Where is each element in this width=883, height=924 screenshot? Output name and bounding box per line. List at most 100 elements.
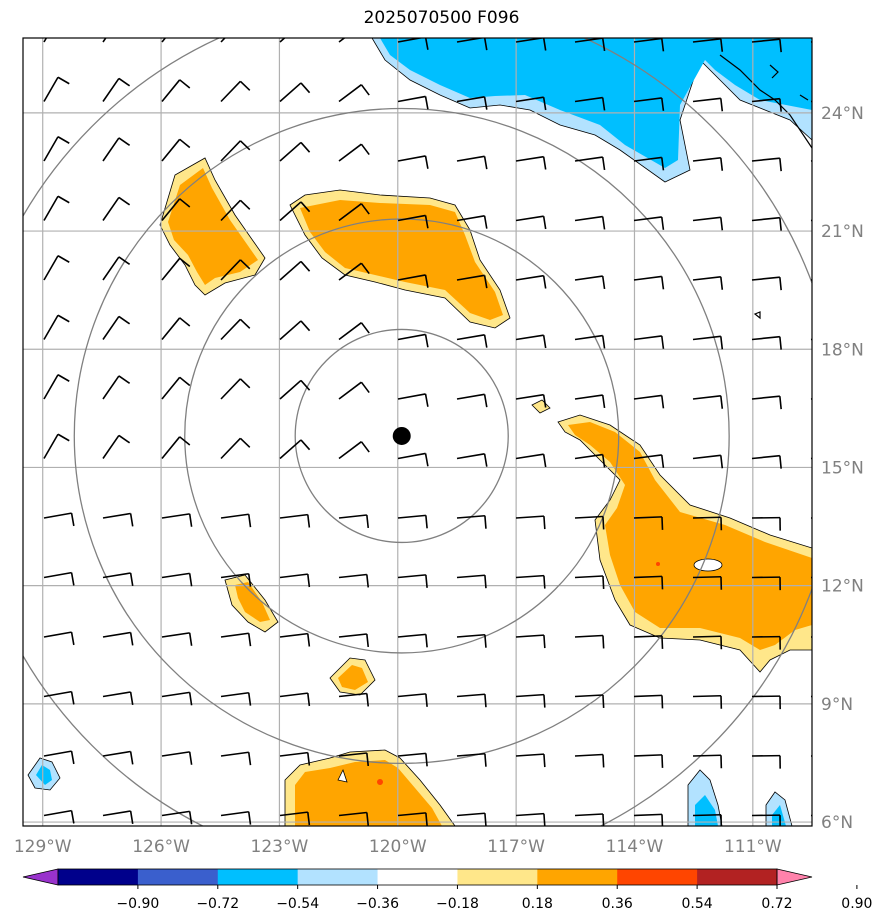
wind-barb xyxy=(279,751,311,766)
latitude-label: 12°N xyxy=(821,577,864,597)
wind-barb xyxy=(574,156,606,171)
latitude-label: 18°N xyxy=(821,340,864,360)
latitude-label: 24°N xyxy=(821,104,864,124)
wind-barb xyxy=(43,136,70,162)
wind-barb xyxy=(633,813,664,826)
longitude-label: 129°W xyxy=(14,837,72,857)
wind-barb xyxy=(338,381,370,400)
wind-barb xyxy=(43,690,75,705)
range-ring xyxy=(23,38,812,826)
wind-barb xyxy=(751,97,782,112)
wind-barb xyxy=(102,512,134,527)
wind-barb xyxy=(574,394,606,409)
wind-barb xyxy=(161,572,193,587)
colorbar-bin xyxy=(697,869,778,885)
wind-barb xyxy=(633,97,665,111)
wind-barb xyxy=(43,314,70,340)
wind-barb xyxy=(338,143,370,162)
wind-barb xyxy=(633,516,664,530)
wind-barb xyxy=(751,695,781,710)
wind-barb xyxy=(574,634,605,649)
chart-title: 2025070500 F096 xyxy=(363,8,520,28)
wind-barb xyxy=(751,454,782,469)
colorbar-label: −0.90 xyxy=(116,896,159,912)
wind-barb xyxy=(279,632,311,647)
longitude-tick-labels: 129°W 126°W 123°W 120°W 117°W 114°W 111°W xyxy=(14,837,782,857)
wind-barb xyxy=(456,633,487,648)
wind-barb xyxy=(397,393,429,407)
wind-barb xyxy=(456,334,488,348)
wind-barb xyxy=(574,334,606,349)
wind-barb xyxy=(397,274,429,288)
wind-barb xyxy=(102,137,131,162)
wind-barb xyxy=(279,82,311,103)
orange-region-south xyxy=(284,749,456,826)
wind-barb xyxy=(692,38,724,52)
wind-barb xyxy=(456,693,487,708)
wind-barb xyxy=(338,262,370,281)
wind-barb xyxy=(43,512,75,527)
wind-barb xyxy=(515,155,547,170)
wind-barb xyxy=(751,635,781,650)
wind-barb xyxy=(220,513,252,528)
wind-barb xyxy=(279,141,311,162)
wind-barb xyxy=(810,41,812,43)
wind-barb xyxy=(633,216,665,230)
latitude-label: 9°N xyxy=(821,695,853,715)
wind-barb xyxy=(220,691,252,706)
wind-barb xyxy=(102,256,131,281)
wind-barb xyxy=(692,575,723,590)
wind-barb xyxy=(338,692,370,707)
colorbar-bin xyxy=(537,869,618,885)
wind-barb xyxy=(397,633,428,648)
orange-region-north-central xyxy=(289,189,511,329)
wind-barb xyxy=(220,38,226,43)
wind-barb xyxy=(574,694,605,709)
wind-barb xyxy=(515,753,546,768)
wind-barb xyxy=(515,453,547,468)
wind-barb xyxy=(751,754,781,769)
wind-barb xyxy=(515,515,546,530)
wind-barb xyxy=(161,513,193,527)
wind-barb xyxy=(102,315,131,340)
wind-barb xyxy=(279,320,311,341)
wind-barb xyxy=(751,576,781,591)
wind-barb xyxy=(810,279,812,281)
wind-barb xyxy=(515,334,547,349)
wind-barb xyxy=(574,38,606,52)
wind-barb xyxy=(279,201,311,222)
wind-barb xyxy=(43,374,70,400)
wind-barb xyxy=(456,155,488,170)
wind-barb xyxy=(102,750,134,765)
wind-barb xyxy=(692,216,724,231)
longitude-label: 111°W xyxy=(724,837,782,857)
wind-barb xyxy=(161,79,191,103)
longitude-label: 114°W xyxy=(606,837,664,857)
wind-barb xyxy=(574,575,605,590)
colorbar-bin xyxy=(457,869,538,885)
wind-barb xyxy=(692,635,723,650)
wind-barb xyxy=(456,812,487,826)
wind-barb xyxy=(692,157,724,171)
wind-barb xyxy=(338,203,370,222)
wind-barb xyxy=(811,517,812,519)
wind-barb xyxy=(633,156,665,171)
wind-barb xyxy=(751,38,782,53)
coastline xyxy=(719,54,812,320)
colorbar-label: 0.90 xyxy=(841,896,872,912)
wind-barb xyxy=(574,215,606,230)
wind-barb xyxy=(279,692,311,707)
wind-barb xyxy=(456,96,488,110)
range-rings xyxy=(23,38,812,826)
wind-barb xyxy=(633,394,665,409)
wind-barb xyxy=(43,809,75,824)
wind-barb xyxy=(161,810,193,825)
wind-barb xyxy=(574,453,606,468)
wind-barb xyxy=(515,812,546,826)
wind-barb xyxy=(220,810,252,825)
wind-barb xyxy=(456,274,488,289)
wind-barb xyxy=(338,573,370,588)
wind-barb xyxy=(456,574,487,589)
colorbar-bin xyxy=(377,869,458,885)
